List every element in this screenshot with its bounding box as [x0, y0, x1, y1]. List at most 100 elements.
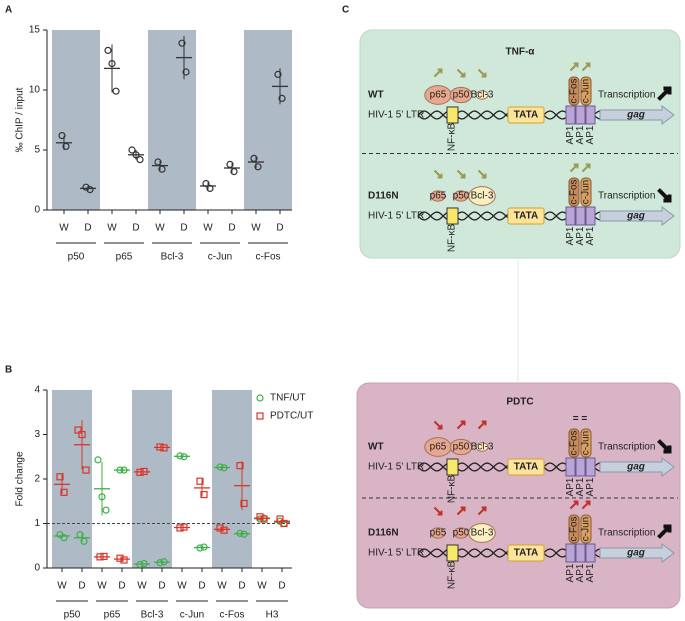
protein-label: p65	[430, 528, 447, 539]
data-point	[256, 394, 264, 402]
row-name: D116N	[368, 191, 399, 202]
row-name: WT	[368, 90, 384, 101]
data-point	[102, 506, 110, 514]
data-point	[260, 515, 268, 523]
arrow-head	[663, 445, 672, 454]
data-point	[176, 452, 184, 460]
protein-label: p50	[453, 90, 470, 101]
group-label: p65	[116, 252, 133, 263]
shade-band	[52, 390, 92, 568]
x-tick-label: D	[118, 581, 125, 592]
x-tick-label: D	[228, 223, 235, 234]
group-label: c-Jun	[180, 610, 204, 621]
ap1-site	[565, 206, 576, 226]
data-point	[216, 524, 224, 532]
tata-box	[507, 106, 545, 124]
data-point	[156, 443, 164, 451]
panel-title: TNF-α	[506, 47, 536, 58]
arrow-shaft	[456, 169, 466, 179]
data-point	[200, 490, 208, 499]
data-point	[96, 553, 104, 561]
y-tick-label: 5	[34, 145, 40, 156]
ap1-protein	[568, 76, 580, 106]
nfkb-protein	[453, 190, 469, 202]
x-tick-label: W	[137, 581, 147, 592]
data-point	[132, 151, 140, 159]
group-label: p50	[64, 610, 81, 621]
gene-arrow	[599, 457, 675, 477]
arrow-head	[585, 62, 591, 68]
data-point	[240, 499, 248, 508]
nfkb-site	[446, 207, 459, 225]
data-point	[86, 186, 94, 194]
arrow-head	[437, 510, 443, 516]
row-name: D116N	[368, 528, 399, 539]
x-tick-label: W	[203, 223, 213, 234]
x-tick-label: D	[84, 223, 91, 234]
arrow-head	[460, 420, 466, 426]
x-tick-label: D	[276, 223, 283, 234]
data-point	[58, 132, 66, 140]
ap1-label: AP1	[565, 477, 576, 496]
protein-label: Bcl-3	[471, 191, 494, 202]
arrow-shaft	[581, 163, 591, 173]
data-point	[226, 160, 234, 168]
ap1-marks: = =	[573, 414, 588, 425]
ap1-site	[575, 543, 586, 563]
ap1-label: AP1	[585, 477, 596, 496]
data-point	[140, 559, 148, 568]
x-tick-label: D	[180, 223, 187, 234]
ap1-site	[575, 206, 586, 226]
nfkb-label: NF-κB	[447, 123, 458, 152]
arrow-shaft	[477, 506, 487, 516]
x-tick-label: D	[198, 581, 205, 592]
tata-box	[507, 207, 545, 225]
data-point	[216, 463, 224, 471]
protein-label: Bcl-3	[471, 442, 494, 453]
arrow-shaft	[569, 500, 579, 510]
y-tick-label: 4	[34, 385, 40, 396]
nfkb-protein	[430, 190, 446, 202]
ap1-label: AP1	[575, 226, 586, 245]
data-point	[136, 468, 144, 476]
arrow-head	[437, 424, 443, 430]
protein-label: p50	[453, 191, 470, 202]
transcription-label: Transcription	[598, 442, 655, 453]
y-tick-label: 2	[34, 474, 40, 485]
legend-label: PDTC/UT	[270, 411, 313, 422]
data-point	[178, 39, 186, 47]
row-name: WT	[368, 442, 384, 453]
data-point	[80, 537, 88, 545]
arrow-head	[663, 194, 672, 203]
arrow-head	[585, 500, 591, 506]
group-label: c-Fos	[220, 610, 245, 621]
group-label: p65	[104, 610, 121, 621]
y-tick-label: 3	[34, 429, 40, 440]
ap1-protein	[580, 514, 592, 544]
data-point	[236, 462, 244, 470]
data-point	[140, 467, 148, 476]
arrow-head	[663, 524, 672, 533]
data-point	[60, 488, 68, 496]
data-point	[220, 464, 228, 472]
y-axis-label: Fold change	[15, 451, 26, 506]
nfkb-site	[446, 458, 459, 476]
data-point	[280, 519, 288, 528]
arrow-shaft	[433, 68, 443, 78]
arrow-head	[573, 500, 579, 506]
nfkb-site	[446, 544, 459, 562]
data-point	[278, 94, 286, 103]
gene-arrow	[599, 206, 675, 226]
panel-title: PDTC	[506, 397, 533, 408]
nfkb-protein	[468, 186, 496, 206]
arrow-shaft	[581, 62, 591, 72]
data-point	[94, 456, 102, 464]
nfkb-label: NF-κB	[447, 561, 458, 590]
data-point	[220, 526, 228, 534]
ap1-label: AP1	[575, 477, 586, 496]
arrow-head	[663, 86, 672, 95]
promoter-label: HIV-1 5' LTR	[368, 548, 424, 559]
data-point	[104, 46, 112, 55]
arrow-shaft	[569, 62, 579, 72]
ap1-label: AP1	[565, 125, 576, 144]
